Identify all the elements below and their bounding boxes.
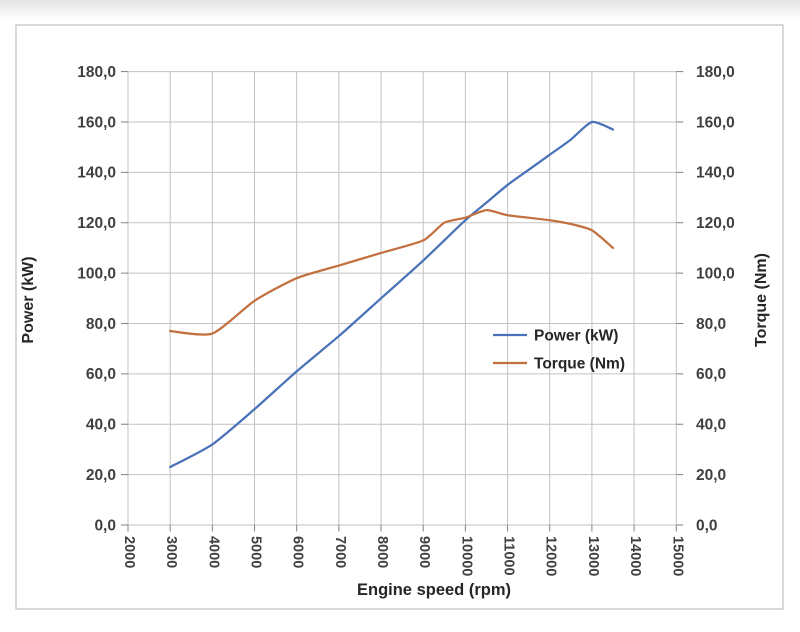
svg-text:13000: 13000	[585, 536, 601, 576]
svg-text:14000: 14000	[627, 536, 643, 576]
svg-text:8000: 8000	[374, 536, 390, 568]
svg-text:40,0: 40,0	[696, 417, 726, 434]
svg-text:60,0: 60,0	[696, 366, 726, 383]
svg-text:20,0: 20,0	[696, 467, 726, 484]
svg-text:Power (kW): Power (kW)	[20, 256, 37, 343]
svg-text:160,0: 160,0	[77, 114, 116, 131]
svg-text:80,0: 80,0	[696, 316, 726, 333]
svg-text:140,0: 140,0	[77, 165, 116, 182]
svg-text:Power (kW): Power (kW)	[534, 328, 618, 345]
svg-text:3000: 3000	[163, 536, 179, 568]
svg-text:0,0: 0,0	[94, 517, 116, 534]
svg-text:11000: 11000	[501, 536, 517, 576]
svg-text:120,0: 120,0	[77, 215, 116, 232]
svg-text:Torque (Nm): Torque (Nm)	[534, 356, 625, 373]
svg-text:120,0: 120,0	[696, 215, 735, 232]
svg-text:20,0: 20,0	[86, 467, 116, 484]
svg-text:160,0: 160,0	[696, 114, 735, 131]
svg-text:2000: 2000	[121, 536, 137, 568]
svg-text:40,0: 40,0	[86, 417, 116, 434]
svg-text:5000: 5000	[248, 536, 264, 568]
svg-text:12000: 12000	[543, 536, 559, 576]
svg-text:80,0: 80,0	[86, 316, 116, 333]
svg-text:4000: 4000	[205, 536, 221, 568]
svg-text:60,0: 60,0	[86, 366, 116, 383]
svg-text:100,0: 100,0	[77, 265, 116, 282]
svg-text:9000: 9000	[416, 536, 432, 568]
svg-text:180,0: 180,0	[77, 64, 116, 81]
svg-text:15000: 15000	[669, 536, 685, 576]
svg-text:180,0: 180,0	[696, 64, 735, 81]
svg-text:6000: 6000	[290, 536, 306, 568]
svg-text:140,0: 140,0	[696, 165, 735, 182]
svg-text:100,0: 100,0	[696, 265, 735, 282]
svg-text:Engine speed (rpm): Engine speed (rpm)	[357, 581, 511, 599]
svg-text:Torque (Nm): Torque (Nm)	[753, 253, 770, 347]
svg-text:0,0: 0,0	[696, 517, 718, 534]
svg-text:7000: 7000	[332, 536, 348, 568]
svg-text:10000: 10000	[458, 536, 474, 576]
